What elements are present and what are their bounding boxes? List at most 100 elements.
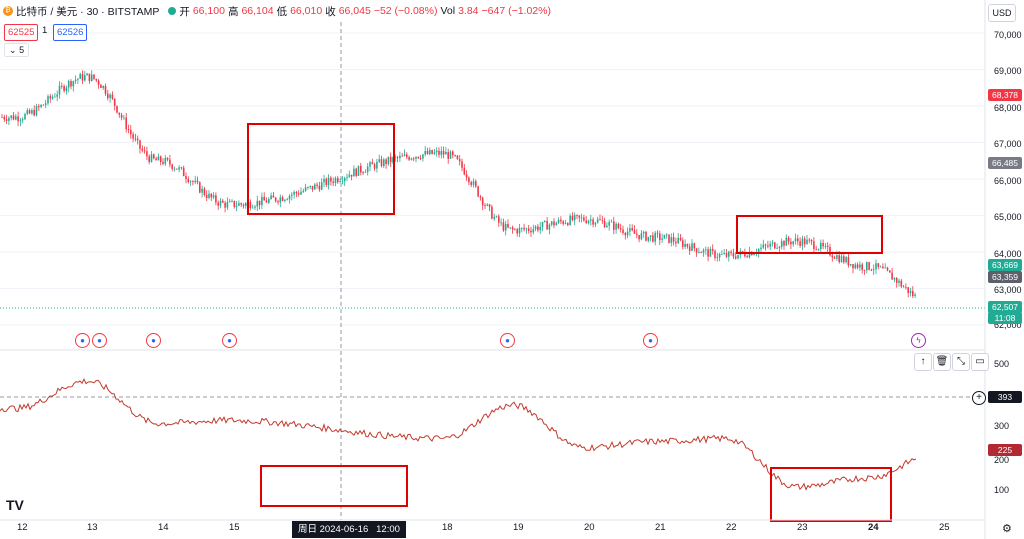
price-tick: 67,000 [994,139,1022,149]
open-label: 开 [179,5,190,18]
indicators-toggle[interactable]: ⌄ 5 [4,43,30,57]
add-plus-icon[interactable]: + [972,391,986,405]
candle-body [691,243,693,251]
candle-body [693,243,696,249]
candle-body [587,220,590,223]
us-flag-event-icon[interactable]: ● [146,333,161,348]
candle-body [166,158,169,160]
candle-body [212,195,215,198]
sell-button[interactable]: 62525 [4,24,39,41]
time-tick: 18 [442,522,453,533]
candle-body [284,199,286,201]
candle-body [730,251,732,253]
candle-body [196,180,199,183]
candle-body [171,164,173,169]
order-quantity[interactable]: 1 [42,25,48,36]
candle-body [912,291,914,297]
us-flag-event-icon[interactable]: ● [500,333,515,348]
candle-body [757,249,760,253]
high-label: 高 [227,5,239,18]
candle-body [295,192,298,194]
bar-countdown: 11:08 [988,312,1022,324]
candle-body [845,257,847,263]
candle-body [40,104,42,108]
candle-body [617,223,620,229]
candle-body [5,119,8,121]
candle-body [341,181,344,182]
symbol-title[interactable]: 比特币 / 美元 · 30 · BITSTAMP [16,5,160,18]
candle-body [461,161,463,168]
osc-tick: 200 [994,455,1010,465]
candle-body [596,219,599,223]
candle-body [797,238,799,242]
candle-body [447,152,449,159]
lightning-event-icon[interactable]: ϟ [911,333,926,348]
candle-body [509,227,512,229]
candle-body [233,200,236,207]
candle-body [836,255,838,259]
candle-body [337,178,339,183]
candle-body [201,188,203,193]
candle-body [686,243,689,247]
volume-price: 3.84 [458,5,479,17]
us-flag-event-icon[interactable]: ● [643,333,658,348]
candle-body [332,181,334,183]
candle-body [778,246,781,248]
candle-body [613,221,615,230]
candle-body [603,220,606,228]
maximize-icon[interactable]: ▭ [971,353,989,371]
candle-body [438,150,440,155]
candle-body [518,227,521,234]
candle-body [498,216,500,223]
candle-body [394,157,397,159]
candle-body [776,247,778,249]
settings-gear-icon[interactable]: ⚙ [1002,523,1012,535]
tradingview-logo[interactable]: TV [6,497,24,513]
time-tick: 21 [655,522,666,533]
us-flag-event-icon[interactable]: ● [92,333,107,348]
candle-body [702,249,705,253]
collapse-icon[interactable]: ⤡ [952,353,970,371]
candle-body [610,221,613,223]
candle-body [318,185,321,190]
us-flag-event-icon[interactable]: ● [222,333,237,348]
candle-body [304,187,307,191]
delete-icon[interactable]: 🗑 [933,353,951,371]
currency-selector[interactable]: USD [988,4,1016,22]
candle-body [523,227,525,230]
candle-body [300,191,302,195]
candle-body [889,270,891,273]
candle-body [396,157,399,159]
move-up-icon[interactable]: ↑ [914,353,932,371]
candle-body [472,181,475,185]
candle-body [672,237,675,242]
volume-change: −647 (−1.02%) [481,5,551,17]
candle-body [452,151,454,156]
candle-body [339,181,341,183]
candle-body [728,251,730,257]
buy-button[interactable]: 62526 [53,24,88,41]
candle-body [801,238,804,246]
candle-body [481,197,484,206]
us-flag-event-icon[interactable]: ● [75,333,90,348]
market-status-icon[interactable] [168,7,177,15]
candle-body [647,236,650,241]
candle-body [67,80,70,88]
candle-body [281,197,284,201]
candle-body [385,159,387,165]
candle-body [387,156,390,165]
candle-body [891,272,893,280]
candle-body [51,96,54,99]
candle-body [97,80,100,85]
candle-body [516,229,518,234]
candle-body [26,110,29,115]
candle-body [555,222,558,226]
candle-body [265,200,268,203]
candle-body [824,245,827,247]
candle-body [123,117,125,119]
time-tick: 22 [726,522,737,533]
candle-body [820,242,822,250]
candle-body [631,228,633,231]
candle-body [325,178,328,186]
